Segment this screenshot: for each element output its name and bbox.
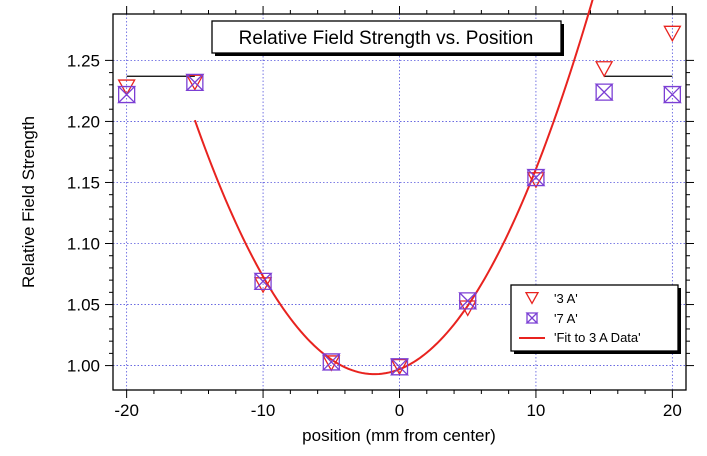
data-markers bbox=[117, 25, 682, 376]
y-tick-label: 1.20 bbox=[67, 112, 100, 131]
marker-7a-point bbox=[321, 353, 341, 371]
marker-7a-point bbox=[253, 272, 273, 291]
legend-items: '3 A' '7 A' 'Fit to 3 A Data' bbox=[519, 291, 641, 345]
marker-7a-point bbox=[117, 85, 137, 104]
legend-3a-swatch bbox=[524, 291, 540, 305]
marker-3a-point bbox=[526, 172, 546, 189]
marker-3a-point bbox=[185, 74, 204, 91]
legend-label: '3 A' bbox=[554, 291, 578, 306]
axis-ticks bbox=[105, 6, 694, 398]
y-tick-label: 1.15 bbox=[67, 173, 100, 192]
marker-7a-point bbox=[662, 85, 682, 104]
chart-title: Relative Field Strength vs. Position bbox=[239, 28, 534, 49]
marker-7a-point bbox=[185, 73, 205, 92]
marker-7a-point bbox=[458, 292, 478, 310]
y-tick-label: 1.25 bbox=[67, 51, 100, 70]
x-tick-label: 10 bbox=[526, 401, 545, 420]
marker-7a-point bbox=[389, 358, 410, 376]
y-tick-label: 1.05 bbox=[67, 296, 100, 315]
x-tick-label: -10 bbox=[251, 401, 276, 420]
marker-3a-point bbox=[390, 358, 409, 376]
marker-7a-point bbox=[594, 83, 614, 101]
legend-label: '7 A' bbox=[554, 311, 578, 326]
marker-3a-point bbox=[595, 61, 614, 78]
y-tick-label: 1.10 bbox=[67, 235, 100, 254]
legend: '3 A' '7 A' 'Fit to 3 A Data' bbox=[510, 284, 681, 354]
marker-3a-point bbox=[322, 355, 341, 372]
marker-7a-point bbox=[526, 168, 546, 187]
legend-shadow-right bbox=[678, 288, 681, 354]
title-shadow-bottom bbox=[215, 53, 564, 56]
legend-label: 'Fit to 3 A Data' bbox=[554, 330, 641, 345]
title-frame bbox=[211, 20, 562, 54]
x-axis-label: position (mm from center) bbox=[302, 426, 496, 445]
marker-3a-point bbox=[663, 25, 682, 43]
x-tick-label: 0 bbox=[395, 401, 404, 420]
x-tick-label: -20 bbox=[114, 401, 139, 420]
title-shadow-right bbox=[561, 24, 564, 56]
legend-shadow-bottom bbox=[514, 351, 681, 354]
x-tick-labels: -20 -10 0 10 20 bbox=[114, 401, 681, 420]
y-tick-labels: 1.00 1.05 1.10 1.15 1.20 1.25 bbox=[67, 51, 100, 375]
title-box: Relative Field Strength vs. Position bbox=[211, 20, 564, 56]
y-axis-label: Relative Field Strength bbox=[19, 116, 38, 288]
legend-7a-swatch bbox=[525, 312, 539, 324]
x-tick-label: 20 bbox=[663, 401, 682, 420]
marker-3a-point bbox=[117, 79, 136, 96]
y-tick-label: 1.00 bbox=[67, 357, 100, 376]
